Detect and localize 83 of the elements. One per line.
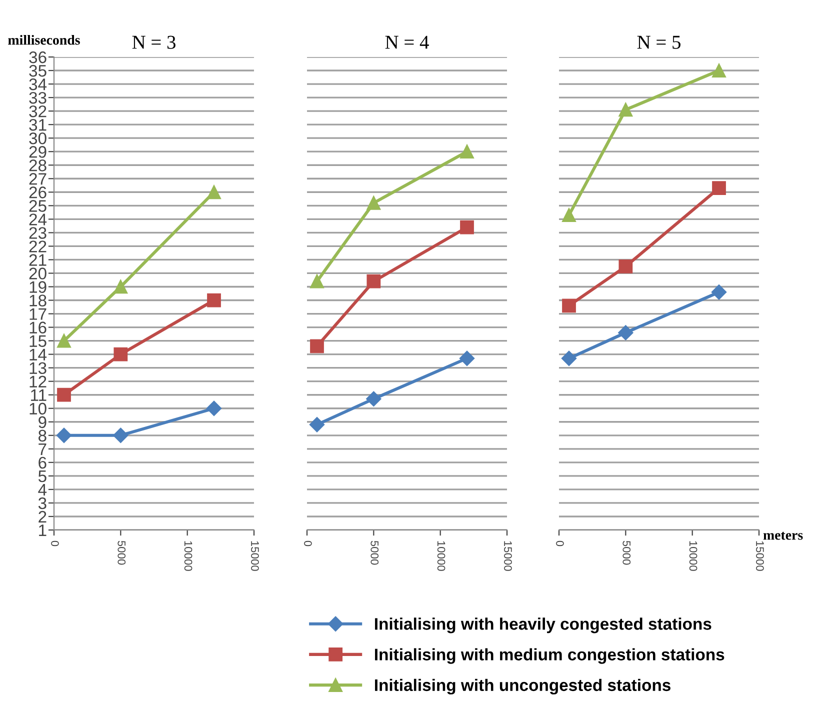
x-tick-label: 5000 xyxy=(370,540,379,565)
point xyxy=(562,298,576,313)
y-tick-label: 17 xyxy=(30,308,46,320)
y-tick-label: 14 xyxy=(30,348,47,360)
x-tick-label: 15000 xyxy=(504,541,512,571)
chart-title: N = 3 xyxy=(132,36,176,49)
y-tick-label: 33 xyxy=(29,92,46,104)
point xyxy=(206,400,222,416)
y-tick-label: 19 xyxy=(30,281,46,293)
y-tick-label: 36 xyxy=(29,51,46,64)
y-tick-label: 23 xyxy=(29,227,46,239)
point xyxy=(366,391,382,406)
x-tick-label: 15000 xyxy=(251,541,259,571)
point xyxy=(562,208,576,222)
y-tick-label: 24 xyxy=(29,214,47,226)
point xyxy=(366,196,381,210)
point xyxy=(460,220,474,234)
x-tick-label: 0 xyxy=(556,540,564,546)
x-tick-label: 0 xyxy=(304,540,312,546)
y-tick-label: 13 xyxy=(30,362,46,374)
point xyxy=(56,428,72,443)
y-tick-label: 11 xyxy=(31,389,46,401)
y-tick-label: 25 xyxy=(29,200,46,212)
point xyxy=(459,350,475,366)
point xyxy=(114,347,128,362)
point xyxy=(310,274,324,288)
legend-label: Initialising with medium congestion stations xyxy=(375,648,724,664)
y-tick-label: 18 xyxy=(30,294,46,306)
y-tick-label: 20 xyxy=(29,268,46,280)
y-tick-label: 16 xyxy=(30,322,46,334)
y-tick-label: 28 xyxy=(29,160,46,172)
y-tick-label: 6 xyxy=(38,456,46,469)
x-tick-label: 10000 xyxy=(184,541,192,571)
point xyxy=(309,417,325,432)
y-tick-label: 32 xyxy=(29,105,46,118)
point xyxy=(561,350,577,366)
y-tick-label: 15 xyxy=(30,335,46,348)
x-tick-label: 10000 xyxy=(437,541,446,571)
point xyxy=(366,274,381,288)
x-tick-label: 0 xyxy=(51,540,59,546)
y-tick-label: 29 xyxy=(29,146,46,158)
y-axis-title: milliseconds xyxy=(8,34,80,45)
y-tick-label: 35 xyxy=(29,64,46,77)
x-tick-label: 10000 xyxy=(689,541,698,571)
legend-label: Initialising with heavily congested stations xyxy=(375,618,712,634)
y-tick-label: 1 xyxy=(39,524,46,536)
point xyxy=(113,428,128,443)
point xyxy=(114,280,128,294)
point xyxy=(57,334,71,348)
point xyxy=(712,64,726,78)
y-tick-label: 21 xyxy=(29,254,46,266)
point xyxy=(618,102,633,117)
y-tick-label: 9 xyxy=(38,416,46,428)
y-tick-label: 30 xyxy=(29,132,46,144)
y-tick-label: 27 xyxy=(29,173,46,185)
point xyxy=(207,185,221,200)
y-tick-label: 3 xyxy=(38,497,46,510)
legend-label: Initialising with uncongested stations xyxy=(375,678,670,694)
y-tick-label: 5 xyxy=(38,470,46,482)
point xyxy=(460,144,474,159)
x-tick-label: 5000 xyxy=(118,540,126,565)
point xyxy=(310,339,324,354)
y-tick-label: 34 xyxy=(29,78,47,90)
point xyxy=(57,388,71,402)
y-tick-label: 31 xyxy=(29,118,46,131)
point xyxy=(207,293,221,308)
y-tick-label: 2 xyxy=(38,510,46,523)
point xyxy=(712,181,726,196)
point xyxy=(618,260,633,274)
y-tick-label: 22 xyxy=(29,240,46,252)
chart-title: N = 5 xyxy=(637,36,680,49)
chart-title: N = 4 xyxy=(385,36,429,49)
x-axis-title: meters xyxy=(763,532,803,540)
y-tick-label: 7 xyxy=(38,443,46,455)
x-tick-label: 15000 xyxy=(756,541,764,571)
y-tick-label: 10 xyxy=(30,402,46,415)
y-tick-label: 8 xyxy=(38,430,46,442)
y-tick-label: 4 xyxy=(38,484,47,496)
x-tick-label: 5000 xyxy=(622,540,631,565)
point xyxy=(618,325,634,340)
y-tick-label: 12 xyxy=(30,376,46,388)
y-tick-label: 26 xyxy=(29,186,46,198)
point xyxy=(711,284,727,300)
